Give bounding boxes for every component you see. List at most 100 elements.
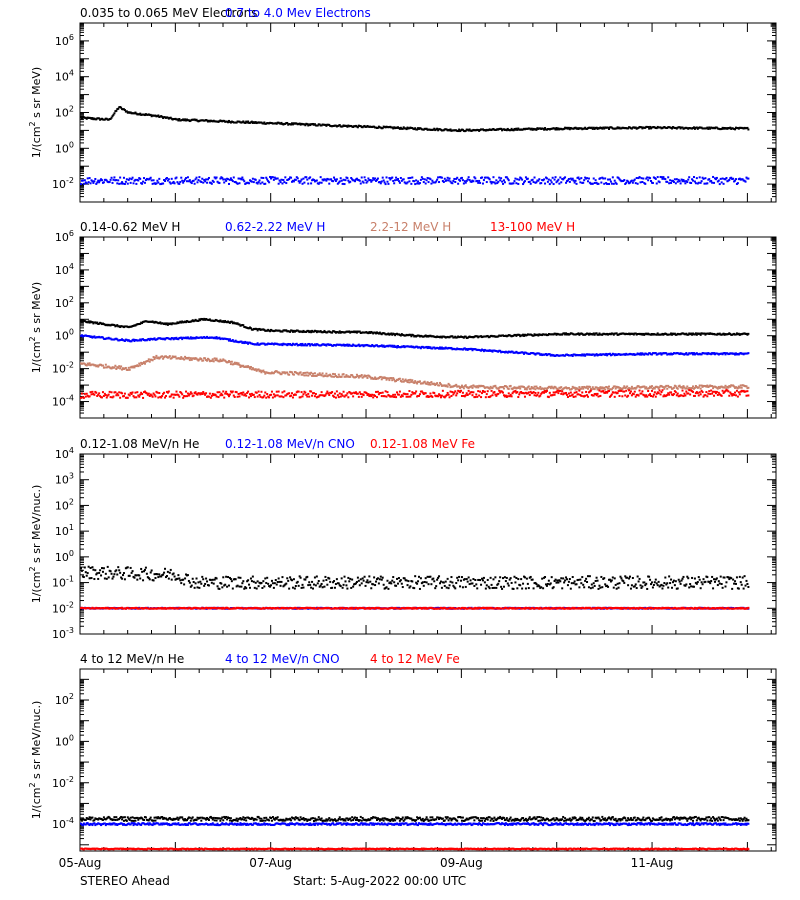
data-point [158, 392, 161, 395]
data-point [238, 363, 241, 366]
data-point [251, 177, 254, 180]
y-tick-label: 102 [55, 105, 74, 120]
data-point [567, 392, 570, 395]
data-point [713, 390, 716, 393]
data-point [297, 390, 300, 393]
data-point [318, 181, 321, 184]
data-point [203, 178, 206, 181]
data-point [92, 181, 95, 184]
data-point [608, 352, 611, 355]
data-point [611, 176, 614, 179]
data-point [104, 572, 107, 575]
data-point [731, 394, 734, 397]
data-point [260, 176, 263, 179]
data-point [715, 176, 718, 179]
data-point [250, 180, 253, 183]
data-point [246, 341, 249, 344]
data-point [368, 375, 371, 378]
data-point [169, 395, 172, 398]
data-point [342, 178, 345, 181]
data-point [303, 181, 306, 184]
data-point [87, 181, 90, 184]
data-point [211, 358, 214, 361]
data-point [690, 182, 693, 185]
data-point [202, 359, 205, 362]
data-point [242, 178, 245, 181]
data-point [593, 388, 596, 391]
data-point [478, 394, 481, 397]
data-point [194, 337, 197, 340]
data-point [670, 181, 673, 184]
data-point [348, 330, 351, 333]
data-point [593, 181, 596, 184]
data-point [305, 330, 308, 333]
data-point [675, 178, 678, 181]
data-point [153, 337, 156, 340]
data-point [747, 177, 750, 180]
data-point [372, 177, 375, 180]
data-point [101, 570, 104, 573]
data-point [218, 336, 221, 339]
data-point [313, 395, 316, 398]
data-point [574, 395, 577, 398]
data-point [115, 109, 118, 112]
data-point [485, 181, 488, 184]
data-point [271, 396, 274, 399]
data-point [249, 365, 252, 368]
data-point [720, 394, 723, 397]
data-point [713, 394, 716, 397]
data-point [342, 390, 345, 393]
data-point [476, 385, 479, 388]
data-point [615, 182, 618, 185]
data-point [650, 386, 653, 389]
legend-entry: 0.62-2.22 MeV H [225, 220, 325, 234]
data-point [230, 178, 233, 181]
data-point [186, 392, 189, 395]
data-point [426, 347, 429, 350]
data-point [738, 177, 741, 180]
data-point [290, 394, 293, 397]
data-point [277, 390, 280, 393]
data-point [130, 571, 133, 574]
data-point [416, 382, 419, 385]
data-point [618, 388, 621, 391]
data-point [509, 384, 512, 387]
data-point [453, 391, 456, 394]
data-point [369, 393, 372, 396]
data-point [643, 353, 646, 356]
data-point [323, 329, 326, 332]
data-point [674, 385, 677, 388]
data-point [85, 392, 88, 395]
data-point [467, 176, 470, 179]
data-point [678, 180, 681, 183]
data-point [262, 122, 265, 125]
data-point [95, 391, 98, 394]
data-point [99, 395, 102, 398]
data-point [221, 359, 224, 362]
data-point [240, 178, 243, 181]
data-point [357, 376, 360, 379]
data-point [698, 384, 701, 387]
data-point [219, 358, 222, 361]
data-point [400, 380, 403, 383]
data-point [676, 180, 679, 183]
data-point [600, 387, 603, 390]
data-point [680, 394, 683, 397]
data-point [586, 395, 589, 398]
data-point [730, 392, 733, 395]
data-point [668, 393, 671, 396]
legend-entry: 0.12-1.08 MeV/n He [80, 437, 199, 451]
data-point [734, 333, 737, 336]
data-point [232, 176, 235, 179]
data-point [351, 374, 354, 377]
data-point [456, 392, 459, 395]
data-point [399, 334, 402, 337]
data-point [367, 332, 370, 335]
data-point [668, 182, 671, 185]
data-point [625, 181, 628, 184]
data-point [169, 182, 172, 185]
data-point [128, 394, 131, 397]
y-tick-label: 10-1 [52, 575, 74, 590]
data-point [340, 375, 343, 378]
data-point [333, 176, 336, 179]
